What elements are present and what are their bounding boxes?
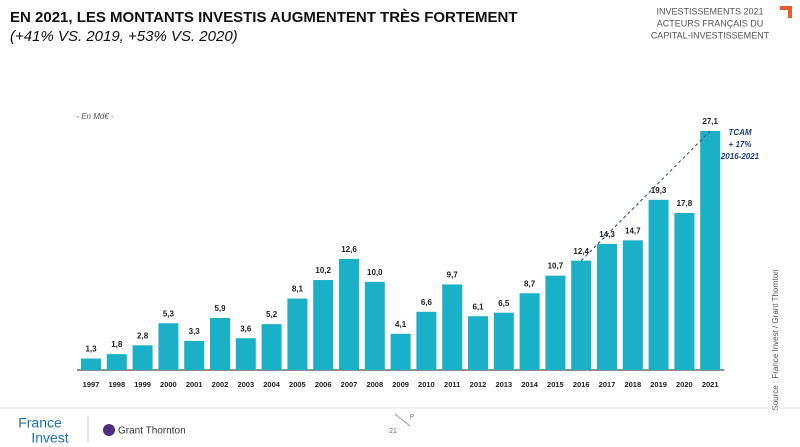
x-tick-label: 2006 xyxy=(315,380,332,389)
value-label: 5,2 xyxy=(266,310,278,319)
bar xyxy=(339,258,359,370)
x-tick-label: 1998 xyxy=(108,380,125,389)
trend-line xyxy=(580,130,711,261)
value-label: 10,2 xyxy=(315,266,331,275)
value-label: 19,3 xyxy=(651,186,667,195)
title-block: EN 2021, LES MONTANTS INVESTIS AUGMENTEN… xyxy=(10,8,550,46)
bar xyxy=(597,243,617,370)
x-tick-label: 2012 xyxy=(470,380,487,389)
page-mark-text: P xyxy=(410,415,414,421)
annotation: + 17% xyxy=(729,140,752,149)
x-tick-label: 2018 xyxy=(624,380,641,389)
x-tick-label: 2013 xyxy=(495,380,512,389)
x-tick-label: 2001 xyxy=(186,380,203,389)
value-label: 6,5 xyxy=(498,299,510,308)
page-number: 21 xyxy=(389,428,397,435)
x-tick-label: 2010 xyxy=(418,380,435,389)
value-label: 1,3 xyxy=(85,345,97,354)
value-label: 5,3 xyxy=(163,309,175,318)
value-label: 12,4 xyxy=(573,247,589,256)
bar xyxy=(158,323,179,370)
value-label: 12,6 xyxy=(341,245,357,254)
x-tick-label: 1997 xyxy=(83,380,100,389)
bar xyxy=(571,260,592,370)
x-tick-label: 2005 xyxy=(289,380,306,389)
x-tick-label: 2004 xyxy=(263,380,281,389)
header-line: ACTEURS FRANÇAIS DU xyxy=(657,18,764,28)
value-label: 27,1 xyxy=(702,117,718,126)
bar xyxy=(622,240,643,370)
bar xyxy=(184,340,205,370)
footer-logo: France xyxy=(18,415,62,431)
value-label: 10,0 xyxy=(367,268,383,277)
footer-logo: Invest xyxy=(31,430,68,446)
bar xyxy=(519,293,540,370)
header-line: CAPITAL-INVESTISSEMENT xyxy=(651,30,770,40)
x-tick-label: 2003 xyxy=(237,380,254,389)
bar xyxy=(235,338,256,370)
x-tick-label: 2015 xyxy=(547,380,564,389)
x-tick-label: 2007 xyxy=(341,380,358,389)
value-label: 5,9 xyxy=(214,304,226,313)
value-label: 6,6 xyxy=(421,298,433,307)
source-note: Source : France Invest / Grant Thornton xyxy=(771,269,780,410)
bar xyxy=(493,312,514,370)
x-tick-label: 1999 xyxy=(134,380,151,389)
partner-logo xyxy=(103,424,115,436)
x-tick-label: 2020 xyxy=(676,380,693,389)
bar xyxy=(648,199,669,370)
bar xyxy=(442,284,463,370)
bar xyxy=(468,316,488,370)
bar xyxy=(106,354,127,370)
value-label: 2,8 xyxy=(137,331,149,340)
bar xyxy=(364,281,385,370)
header-line: INVESTISSEMENTS 2021 xyxy=(656,6,763,16)
x-tick-label: 2021 xyxy=(702,380,719,389)
footer-partner: Grant Thornton xyxy=(118,426,186,437)
annotation: TCAM xyxy=(728,128,751,137)
logo-mark xyxy=(780,6,792,10)
bar xyxy=(132,345,153,370)
value-label: 1,8 xyxy=(111,340,123,349)
value-label: 3,3 xyxy=(189,327,201,336)
value-label: 10,7 xyxy=(548,262,564,271)
value-label: 9,7 xyxy=(447,271,459,280)
bar xyxy=(81,358,101,370)
x-tick-label: 2008 xyxy=(366,380,383,389)
x-tick-label: 2016 xyxy=(573,380,590,389)
x-tick-label: 2014 xyxy=(521,380,539,389)
x-tick-label: 2011 xyxy=(444,380,460,389)
value-label: 8,7 xyxy=(524,279,536,288)
x-tick-label: 2019 xyxy=(650,380,667,389)
bar xyxy=(545,275,566,370)
bar xyxy=(287,298,308,370)
value-label: 3,6 xyxy=(240,324,252,333)
bar xyxy=(313,280,334,370)
x-tick-label: 2009 xyxy=(392,380,409,389)
x-tick-label: 2000 xyxy=(160,380,177,389)
value-label: 14,7 xyxy=(625,226,641,235)
chart-subtitle: (+41% VS. 2019, +53% VS. 2020) xyxy=(10,28,238,45)
value-label: 17,8 xyxy=(677,199,693,208)
value-label: 4,1 xyxy=(395,320,407,329)
page-mark xyxy=(394,413,411,427)
bar xyxy=(390,333,411,370)
unit-label: - En Md€ - xyxy=(76,112,114,121)
logo-mark xyxy=(788,6,792,18)
value-label: 6,1 xyxy=(472,302,484,311)
x-tick-label: 2017 xyxy=(599,380,616,389)
value-label: 8,1 xyxy=(292,285,304,294)
bar xyxy=(416,311,437,370)
bar xyxy=(210,317,230,370)
annotation: 2016-2021 xyxy=(720,152,760,161)
chart-title: EN 2021, LES MONTANTS INVESTIS AUGMENTEN… xyxy=(10,9,518,26)
bar xyxy=(674,213,695,370)
x-tick-label: 2002 xyxy=(212,380,229,389)
bar xyxy=(261,324,282,370)
bar xyxy=(700,131,721,370)
